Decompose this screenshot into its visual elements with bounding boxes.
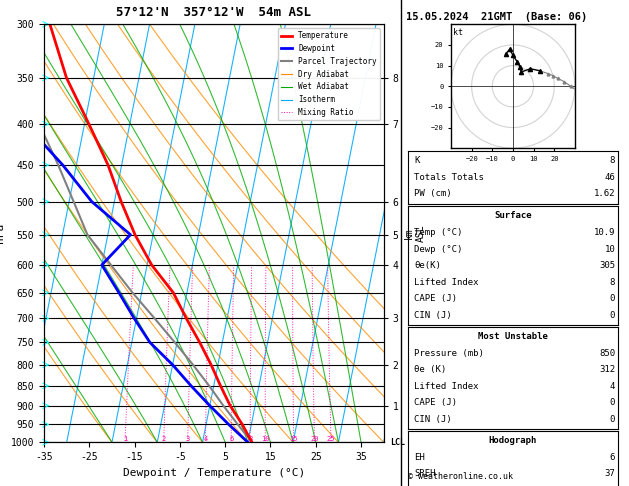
Text: 25: 25 [327, 436, 335, 442]
Text: 4: 4 [203, 436, 208, 442]
Text: 15: 15 [289, 436, 298, 442]
Text: 10: 10 [261, 436, 270, 442]
Text: 8: 8 [610, 278, 615, 287]
Text: 10.9: 10.9 [594, 228, 615, 237]
Text: 312: 312 [599, 365, 615, 374]
Text: 8: 8 [248, 436, 252, 442]
Text: Totals Totals: Totals Totals [414, 173, 484, 182]
Text: CIN (J): CIN (J) [414, 311, 452, 320]
Text: θe (K): θe (K) [414, 365, 446, 374]
Y-axis label: hPa: hPa [0, 223, 5, 243]
Text: Lifted Index: Lifted Index [414, 278, 479, 287]
Text: Temp (°C): Temp (°C) [414, 228, 462, 237]
Text: 850: 850 [599, 348, 615, 358]
Text: 20: 20 [310, 436, 319, 442]
Text: LCL: LCL [391, 438, 406, 447]
Text: © weatheronline.co.uk: © weatheronline.co.uk [408, 472, 513, 481]
Text: 4: 4 [610, 382, 615, 391]
Text: Dewp (°C): Dewp (°C) [414, 244, 462, 254]
Text: kt: kt [454, 28, 464, 37]
Text: 0: 0 [610, 311, 615, 320]
Y-axis label: km
ASL: km ASL [404, 225, 426, 242]
Text: K: K [414, 156, 420, 165]
Text: CAPE (J): CAPE (J) [414, 294, 457, 303]
Legend: Temperature, Dewpoint, Parcel Trajectory, Dry Adiabat, Wet Adiabat, Isotherm, Mi: Temperature, Dewpoint, Parcel Trajectory… [277, 28, 380, 120]
Text: 8: 8 [610, 156, 615, 165]
Text: Hodograph: Hodograph [489, 436, 537, 445]
Text: CAPE (J): CAPE (J) [414, 398, 457, 407]
Text: 6: 6 [610, 452, 615, 462]
Text: 305: 305 [599, 261, 615, 270]
Text: θe(K): θe(K) [414, 261, 441, 270]
Text: 1: 1 [123, 436, 127, 442]
Text: 3: 3 [186, 436, 190, 442]
Text: CIN (J): CIN (J) [414, 415, 452, 424]
Text: 6: 6 [229, 436, 233, 442]
Text: 0: 0 [610, 294, 615, 303]
Text: SREH: SREH [414, 469, 435, 478]
Text: 0: 0 [610, 398, 615, 407]
Text: Lifted Index: Lifted Index [414, 382, 479, 391]
Text: Surface: Surface [494, 211, 532, 221]
Text: 10: 10 [604, 244, 615, 254]
X-axis label: Dewpoint / Temperature (°C): Dewpoint / Temperature (°C) [123, 468, 305, 478]
Text: 0: 0 [610, 415, 615, 424]
Text: 37: 37 [604, 469, 615, 478]
Text: 15.05.2024  21GMT  (Base: 06): 15.05.2024 21GMT (Base: 06) [406, 12, 587, 22]
Text: PW (cm): PW (cm) [414, 189, 452, 198]
Text: 2: 2 [162, 436, 166, 442]
Text: 46: 46 [604, 173, 615, 182]
Text: 1.62: 1.62 [594, 189, 615, 198]
Text: EH: EH [414, 452, 425, 462]
Text: Most Unstable: Most Unstable [478, 332, 548, 341]
Title: 57°12'N  357°12'W  54m ASL: 57°12'N 357°12'W 54m ASL [116, 6, 311, 19]
Text: Pressure (mb): Pressure (mb) [414, 348, 484, 358]
